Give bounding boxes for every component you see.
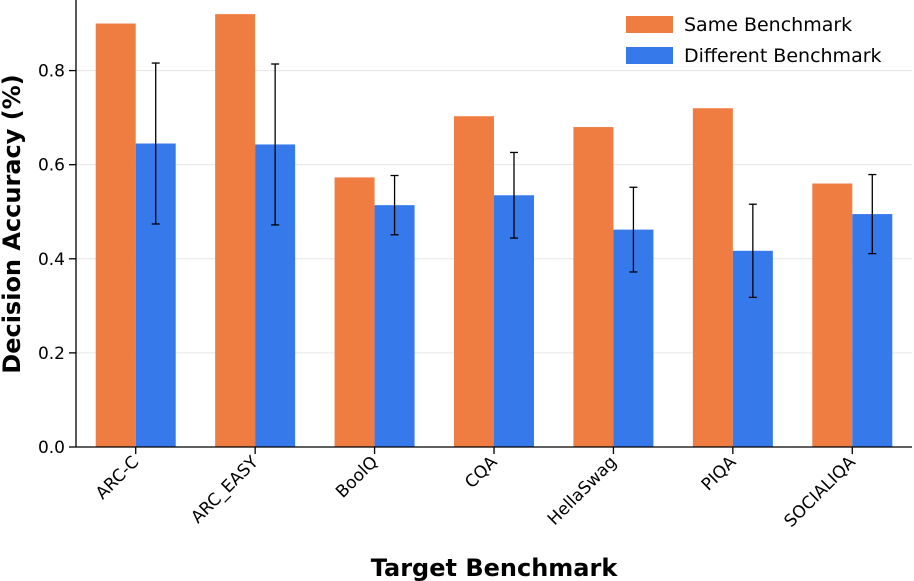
y-tick-label: 0.6 bbox=[38, 156, 65, 176]
y-ticks: 0.0 0.2 0.4 0.6 0.8 bbox=[38, 62, 76, 458]
bar-same-socialiqa bbox=[812, 183, 853, 448]
y-tick-label: 0.4 bbox=[38, 250, 65, 270]
x-tick-label: PIQA bbox=[698, 452, 741, 495]
bar-same-boolq bbox=[334, 177, 375, 447]
bar-same-hellaswag bbox=[573, 127, 614, 447]
legend-swatch-different bbox=[626, 47, 673, 64]
bar-same-arc_easy bbox=[215, 14, 256, 448]
x-tick-label: ARC_EASY bbox=[187, 452, 263, 528]
y-tick-label: 0.0 bbox=[38, 438, 65, 458]
legend: Same Benchmark Different Benchmark bbox=[626, 14, 882, 67]
error-bar bbox=[629, 186, 638, 273]
x-ticks: ARC-C ARC_EASY BoolQ CQA HellaSwag PIQA SOCIAL… bbox=[92, 447, 860, 532]
error-bar bbox=[748, 203, 757, 299]
bar-same-arc-c bbox=[95, 23, 136, 448]
y-axis-label: Decision Accuracy (%) bbox=[0, 74, 26, 373]
x-axis-label: Target Benchmark bbox=[371, 554, 619, 581]
error-bars bbox=[151, 62, 877, 299]
y-tick-label: 0.2 bbox=[38, 344, 65, 364]
legend-swatch-same bbox=[626, 16, 673, 33]
x-tick-label: ARC-C bbox=[92, 452, 143, 503]
error-bar bbox=[151, 62, 160, 225]
legend-label-different: Different Benchmark bbox=[684, 45, 882, 67]
error-bar bbox=[271, 63, 280, 226]
error-bar bbox=[510, 151, 518, 239]
x-tick-label: BoolQ bbox=[332, 452, 382, 502]
bars bbox=[95, 14, 893, 448]
error-bar bbox=[390, 174, 399, 236]
legend-label-same: Same Benchmark bbox=[684, 14, 852, 36]
x-tick-label: SOCIALIQA bbox=[780, 452, 860, 532]
bar-different-boolq bbox=[374, 205, 415, 447]
x-tick-label: HellaSwag bbox=[544, 452, 621, 529]
bar-same-piqa bbox=[692, 108, 733, 447]
y-tick-label: 0.8 bbox=[38, 62, 65, 82]
bar-same-cqa bbox=[454, 116, 494, 447]
error-bar bbox=[868, 173, 877, 255]
x-tick-label: CQA bbox=[461, 452, 501, 492]
